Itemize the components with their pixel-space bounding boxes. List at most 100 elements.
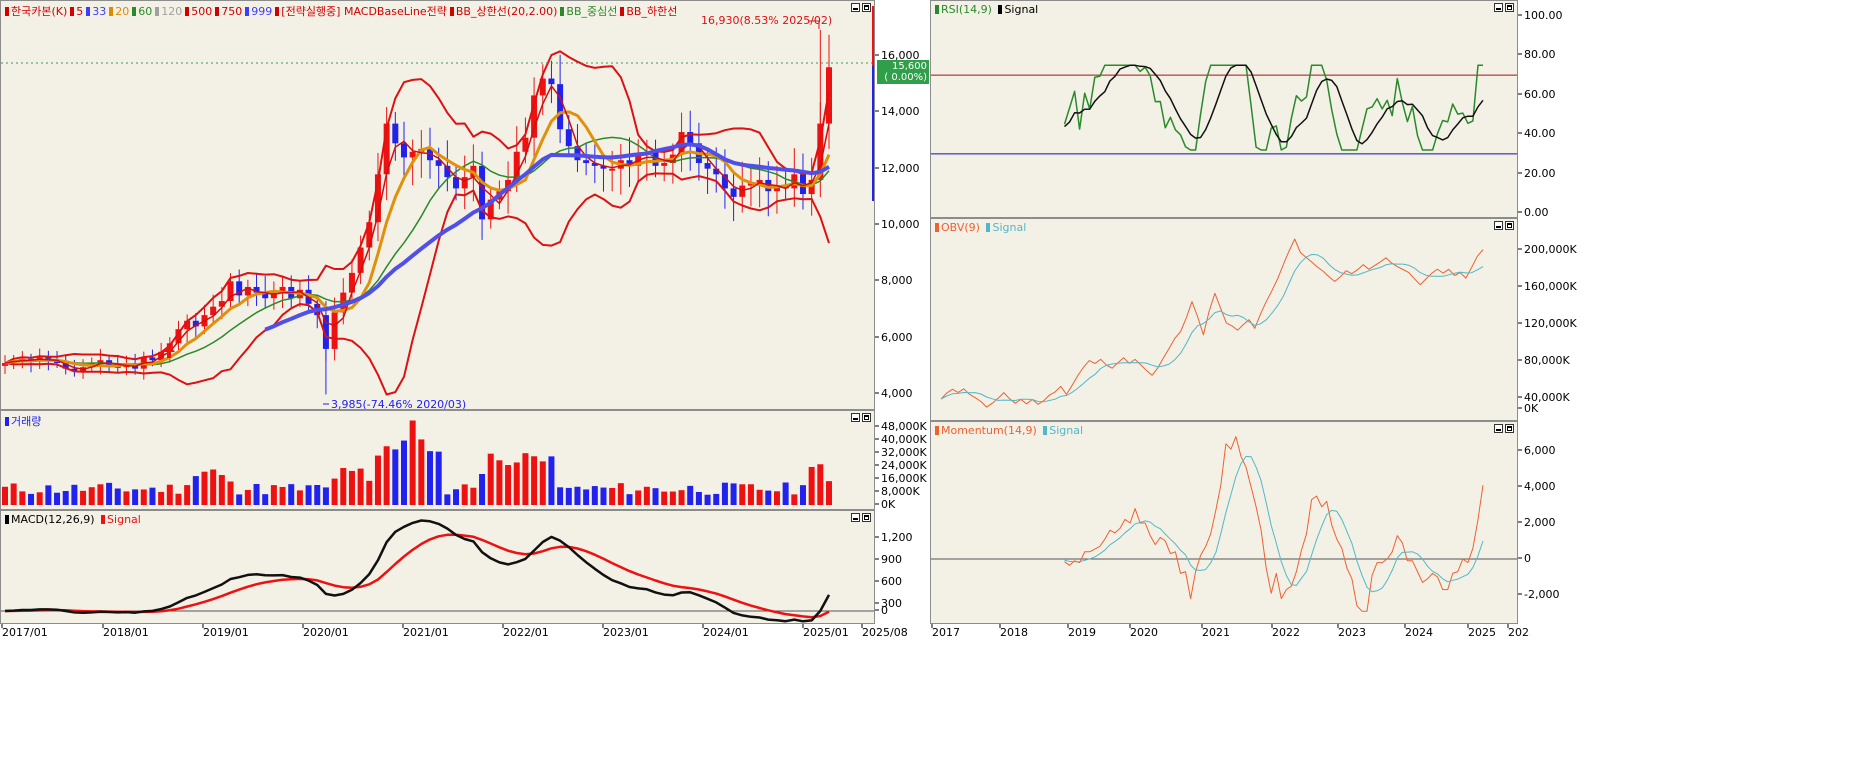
current-price: 15,600: [892, 61, 927, 72]
candle-body: [626, 160, 633, 166]
volume-bar: [348, 470, 355, 505]
y-tick-label: 6,000: [881, 331, 913, 344]
y-tick-label: 120,000K: [1524, 317, 1577, 330]
x-tick-label: 2022: [1272, 626, 1300, 639]
volume-bar: [704, 494, 711, 505]
y-tick-label: 0: [881, 604, 888, 617]
y-tick-label: 32,000K: [881, 446, 927, 459]
candle-body: [348, 272, 355, 293]
candle-body: [2, 363, 8, 366]
legend-item: 33: [92, 5, 107, 18]
y-tick-label: 24,000K: [881, 459, 927, 472]
volume-bar: [791, 494, 798, 505]
y-tick-label: 20.00: [1524, 167, 1556, 180]
maximize-icon[interactable]: [1505, 3, 1514, 12]
minimize-icon[interactable]: [1494, 424, 1503, 433]
legend-item: [전략실행중] MACDBaseLine전략: [281, 5, 447, 18]
volume-bar: [721, 482, 728, 505]
volume-bar: [296, 490, 303, 505]
x-tick-label: 2025: [1468, 626, 1496, 639]
candle-body: [765, 179, 772, 192]
price-y-axis: 16,000 14,000 12,000 10,000 8,000 6,000 4,000 …: [875, 0, 930, 410]
bb-upper-line: [4, 50, 830, 364]
legend-marker: [5, 417, 9, 426]
volume-bar: [314, 485, 321, 505]
x-tick-label: 2022/01: [503, 626, 549, 639]
legend-marker: [86, 7, 91, 16]
volume-bar: [617, 483, 624, 505]
volume-bar: [418, 439, 425, 505]
volume-bar: [45, 485, 52, 505]
obv-pane[interactable]: OBV(9) Signal: [930, 218, 1518, 421]
minimize-icon[interactable]: [851, 413, 860, 422]
obv-y-axis: 200,000K 160,000K 120,000K 80,000K 40,000K 0K: [1518, 218, 1871, 421]
candle-body: [557, 84, 564, 130]
volume-bar: [166, 484, 173, 505]
candle-body: [383, 123, 390, 175]
volume-bar: [505, 465, 512, 505]
left-x-axis: 2017/01 2018/01 2019/01 2020/01 2021/01 2022/…: [0, 624, 930, 764]
y-tick-label: 0: [1524, 552, 1531, 565]
minimize-icon[interactable]: [851, 3, 860, 12]
minimize-icon[interactable]: [1494, 221, 1503, 230]
candle-body: [218, 301, 225, 307]
maximize-icon[interactable]: [1505, 424, 1514, 433]
maximize-icon[interactable]: [862, 513, 871, 522]
candle-body: [400, 143, 407, 158]
x-tick-label: 2019/01: [203, 626, 249, 639]
legend-item: 5: [76, 5, 84, 18]
volume-bar: [574, 486, 581, 505]
legend-marker: [185, 7, 190, 16]
legend-marker: [620, 7, 625, 16]
candle-body: [739, 185, 746, 197]
legend-marker: [245, 7, 250, 16]
maximize-icon[interactable]: [862, 3, 871, 12]
candle-body: [574, 146, 581, 161]
volume-bar: [383, 446, 390, 505]
rsi-pane[interactable]: RSI(14,9) Signal: [930, 0, 1518, 218]
momentum-pane[interactable]: Momentum(14,9) Signal: [930, 421, 1518, 624]
volume-bar: [479, 473, 486, 505]
legend-item: 750: [221, 5, 243, 18]
y-tick-label: 2,000: [1524, 516, 1556, 529]
minimize-icon[interactable]: [1494, 3, 1503, 12]
candle-body: [704, 163, 711, 169]
right-x-axis: 2017 2018 2019 2020 2021 2022 2023 2024 2025 2025: [930, 624, 1871, 764]
volume-pane[interactable]: 거래량: [0, 410, 875, 510]
y-tick-label: 0K: [881, 498, 896, 510]
y-tick-label: 200,000K: [1524, 243, 1577, 256]
x-tick-label: 2020: [1130, 626, 1158, 639]
x-tick-label: 2018: [1000, 626, 1028, 639]
volume-bar: [522, 453, 529, 505]
volume-bar: [305, 485, 312, 505]
legend-marker: [215, 7, 220, 16]
candle-body: [548, 78, 555, 85]
candle-body: [522, 137, 529, 152]
rsi-line: [1063, 64, 1483, 151]
obv-signal-line: [940, 253, 1484, 403]
maximize-icon[interactable]: [1505, 221, 1514, 230]
volume-bar: [782, 482, 789, 505]
volume-bar: [713, 493, 720, 505]
volume-legend: 거래량: [5, 413, 44, 429]
volume-bar: [279, 486, 286, 505]
momentum-legend: Momentum(14,9) Signal: [935, 424, 1086, 437]
candle-body: [149, 357, 156, 361]
y-tick-label: -2,000: [1524, 588, 1559, 601]
minimize-icon[interactable]: [851, 513, 860, 522]
volume-bar: [765, 490, 772, 505]
volume-bar: [470, 487, 477, 505]
macd-legend-label: MACD(12,26,9): [11, 513, 95, 526]
candle-body: [661, 163, 668, 166]
maximize-icon[interactable]: [862, 413, 871, 422]
candle-body: [479, 165, 486, 220]
volume-bar: [2, 486, 8, 505]
volume-bar: [288, 484, 295, 505]
price-chart-pane[interactable]: 한국카본(K) 5 33 20 60 120 500 750 999 [전략실행중] MACDBa…: [0, 0, 875, 410]
x-tick-label: 2019: [1068, 626, 1096, 639]
volume-bar: [687, 485, 694, 505]
macd-pane[interactable]: MACD(12,26,9) Signal: [0, 510, 875, 624]
candle-body: [513, 151, 520, 180]
candle-body: [713, 168, 720, 175]
candle-body: [97, 360, 104, 364]
